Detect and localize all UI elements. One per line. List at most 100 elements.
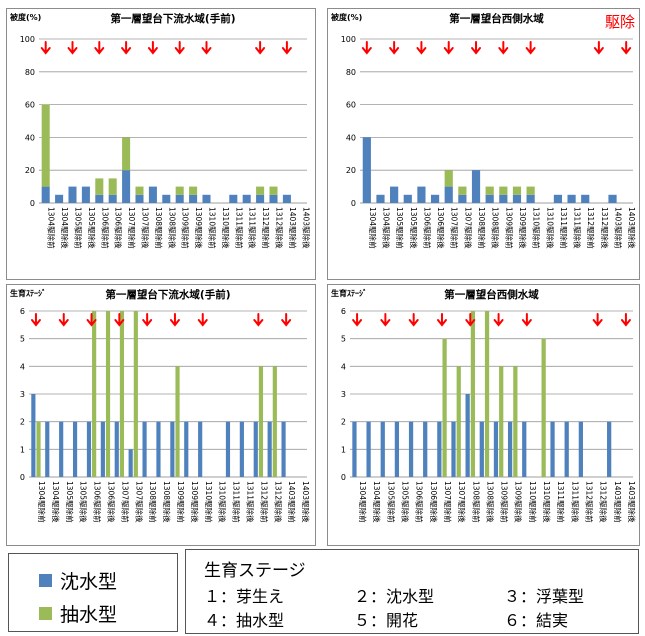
- bar: [135, 186, 144, 195]
- x-tick-label: 1305駆除後: [87, 207, 97, 249]
- x-tick-label: 1310駆除後: [218, 481, 228, 523]
- bar: [175, 194, 184, 203]
- bar: [526, 186, 535, 195]
- legend-label-submerged: 沈水型: [60, 571, 118, 593]
- x-tick-label: 1311駆除後: [570, 481, 580, 523]
- removal-arrow: [86, 313, 97, 327]
- removal-arrow: [121, 41, 132, 55]
- stage-item: ２：沈水型: [354, 587, 435, 606]
- x-tick-label: 1312駆除後: [273, 481, 283, 523]
- legend-swatch-emergent: [39, 607, 52, 620]
- x-tick-label: 1310駆除前: [208, 207, 218, 249]
- x-tick-label: 1312駆除前: [584, 481, 594, 523]
- stage-item: ３：浮葉型: [504, 587, 585, 606]
- x-tick-label: 1306駆除後: [114, 207, 124, 249]
- x-tick-label: 1306駆除後: [436, 207, 446, 249]
- y-axis-label: 被度(%): [331, 12, 362, 22]
- x-tick-label: 1306駆除後: [429, 481, 439, 523]
- y-tick-label: 80: [25, 68, 35, 77]
- y-tick-label: 4: [20, 362, 25, 371]
- bar: [564, 421, 569, 477]
- bar: [608, 194, 617, 203]
- bar: [456, 366, 461, 477]
- x-tick-label: 1307駆除前: [450, 207, 460, 249]
- removal-arrow: [255, 41, 266, 55]
- x-tick-label: 1309駆除前: [176, 481, 186, 523]
- bar: [352, 421, 357, 477]
- bar: [444, 186, 453, 203]
- removal-arrow: [443, 41, 454, 55]
- bar: [541, 338, 546, 477]
- bar: [417, 186, 426, 203]
- bar: [362, 137, 371, 203]
- chart-title: 第一層望台西側水域: [449, 12, 544, 25]
- x-tick-label: 1311駆除前: [234, 207, 244, 249]
- bar: [202, 194, 211, 203]
- removal-arrow: [493, 313, 504, 327]
- x-tick-label: 1307駆除前: [443, 481, 453, 523]
- y-tick-label: 60: [25, 101, 35, 110]
- bar: [458, 194, 467, 203]
- bar: [175, 186, 184, 195]
- bar: [578, 421, 583, 477]
- bar: [114, 421, 119, 477]
- bar: [256, 194, 265, 203]
- x-tick-label: 1308駆除後: [491, 207, 501, 249]
- y-tick-label: 3: [20, 390, 25, 399]
- x-tick-label: 1403駆除前: [287, 481, 297, 523]
- bar: [458, 186, 467, 195]
- removal-arrow: [281, 313, 292, 327]
- chart-title: 第一層望台下流水域(手前): [105, 288, 230, 301]
- chart-panel-downstream-stage: 0 1 2 3 4 5 6 生育ｽﾃｰｼﾞ 第一層望台下流水域(手前) 1304駆除前 1304駆除…: [6, 284, 316, 546]
- bar: [95, 178, 104, 195]
- x-tick-label: 1308駆除前: [154, 207, 164, 249]
- chart-title: 第一層望台西側水域: [444, 288, 539, 301]
- y-tick-label: 60: [346, 101, 356, 110]
- bar: [394, 421, 400, 477]
- removal-arrow: [620, 313, 631, 327]
- bar: [68, 186, 77, 203]
- bar: [465, 394, 470, 477]
- bar: [253, 421, 258, 477]
- bar: [86, 421, 92, 477]
- removal-arrow: [471, 41, 482, 55]
- removal-arrow: [253, 313, 264, 327]
- y-tick-label: 5: [341, 335, 346, 344]
- bar: [408, 421, 414, 477]
- x-tick-label: 1305駆除前: [65, 481, 75, 523]
- x-tick-label: 1403駆除前: [614, 207, 624, 249]
- bar: [507, 421, 513, 477]
- y-tick-label: 3: [341, 390, 346, 399]
- bar: [36, 421, 41, 477]
- y-tick-label: 40: [25, 133, 35, 142]
- bar: [471, 170, 481, 203]
- x-tick-label: 1310駆除前: [204, 481, 214, 523]
- x-tick-label: 1304駆除前: [47, 207, 57, 249]
- y-axis-label: 生育ｽﾃｰｼﾞ: [10, 288, 46, 298]
- bar: [162, 194, 171, 203]
- y-tick-label: 0: [341, 473, 346, 482]
- bar: [493, 421, 499, 477]
- bar: [281, 421, 286, 477]
- bar: [269, 194, 278, 203]
- x-tick-label: 1310駆除後: [545, 207, 555, 249]
- y-tick-label: 4: [341, 362, 346, 371]
- x-tick-label: 1311駆除前: [232, 481, 242, 523]
- x-tick-label: 1309駆除前: [500, 481, 510, 523]
- bar: [55, 194, 64, 203]
- x-tick-label: 1311駆除前: [559, 207, 569, 249]
- x-tick-label: 1310駆除後: [221, 207, 231, 249]
- y-tick-label: 5: [20, 335, 25, 344]
- removal-arrow: [67, 41, 78, 55]
- bar: [100, 421, 105, 477]
- y-tick-label: 100: [341, 35, 356, 44]
- bar: [122, 137, 131, 171]
- removal-arrow: [40, 41, 51, 55]
- bar: [376, 194, 385, 203]
- removal-arrow: [201, 41, 212, 55]
- stage-item: ５：開花: [354, 611, 419, 630]
- bar: [242, 194, 251, 203]
- x-tick-label: 1312駆除前: [259, 481, 269, 523]
- removal-arrow: [30, 313, 41, 327]
- x-tick-label: 1308駆除後: [167, 207, 177, 249]
